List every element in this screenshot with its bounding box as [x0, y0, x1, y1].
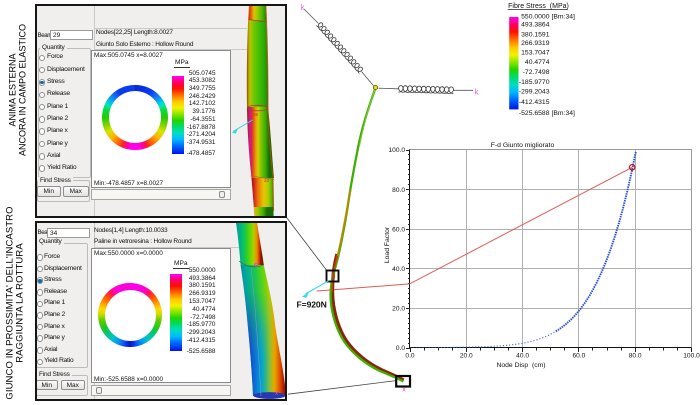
svg-text:Node Disp (cm): Node Disp (cm) [496, 362, 545, 369]
svg-text:266.9319: 266.9319 [521, 40, 550, 47]
svg-text:380.1591: 380.1591 [521, 31, 550, 38]
svg-text:40.0: 40.0 [516, 353, 529, 360]
svg-text:-525.6588: -525.6588 [519, 110, 550, 117]
svg-text:100.0: 100.0 [388, 147, 405, 154]
svg-text:k: k [475, 88, 480, 97]
svg-text:25: 25 [253, 112, 259, 117]
svg-text:20.0: 20.0 [392, 306, 405, 313]
svg-text:-72.7498: -72.7498 [523, 69, 550, 76]
svg-text:x: x [402, 387, 406, 394]
svg-text:550.0000: 550.0000 [521, 13, 550, 20]
svg-text:80.0: 80.0 [629, 353, 642, 360]
svg-text:-185.9770: -185.9770 [519, 79, 550, 86]
svg-text:F-d Giunto migliorato: F-d Giunto migliorato [491, 142, 555, 149]
svg-text:-299.2043: -299.2043 [519, 89, 550, 96]
svg-text:F=920N: F=920N [297, 300, 327, 310]
svg-text:22: 22 [264, 178, 270, 183]
svg-text:40.0: 40.0 [392, 266, 405, 273]
svg-text:493.3864: 493.3864 [521, 22, 550, 29]
svg-text:80.0: 80.0 [392, 187, 405, 194]
svg-text:Fibre Stress (MPa): Fibre Stress (MPa) [508, 3, 569, 10]
svg-text:20.0: 20.0 [460, 353, 473, 360]
svg-text:[Bm:34]: [Bm:34] [552, 110, 576, 117]
svg-text:x: x [275, 391, 278, 397]
svg-text:[Bm:34]: [Bm:34] [552, 13, 576, 20]
svg-text:0.0: 0.0 [405, 353, 414, 360]
svg-text:60.0: 60.0 [572, 353, 585, 360]
svg-text:153.7047: 153.7047 [521, 50, 550, 57]
svg-text:60.0: 60.0 [392, 226, 405, 233]
svg-text:k: k [301, 3, 306, 12]
svg-text:40.4774: 40.4774 [525, 59, 550, 66]
svg-text:-412.4315: -412.4315 [519, 99, 550, 106]
svg-text:0.0: 0.0 [396, 345, 405, 352]
svg-text:Load Factor: Load Factor [384, 226, 391, 263]
svg-text:100.0: 100.0 [683, 353, 700, 360]
